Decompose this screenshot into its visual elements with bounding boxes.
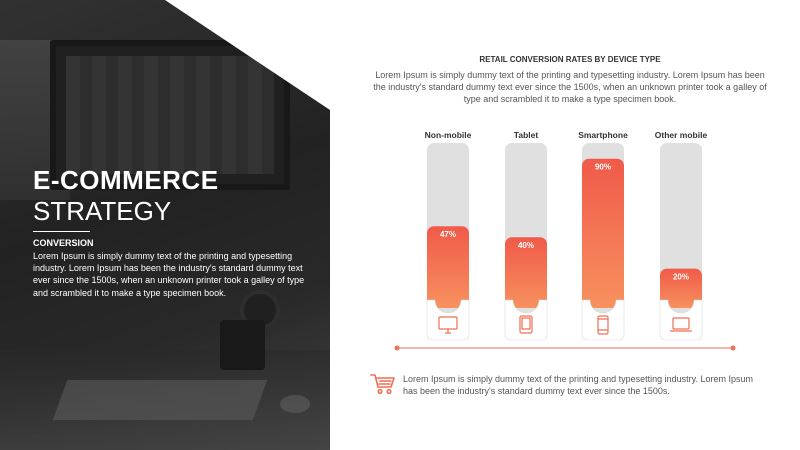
bar-base-other-mobile [659, 299, 703, 341]
category-label-smartphone: Smartphone [578, 130, 628, 140]
bar-tablet [505, 237, 547, 308]
bar-base-smartphone [581, 299, 625, 341]
category-label-non-mobile: Non-mobile [425, 130, 472, 140]
bar-base-non-mobile [426, 299, 470, 341]
hero-photo-panel [0, 0, 330, 450]
chart-description: Lorem Ipsum is simply dummy text of the … [373, 70, 767, 105]
baseline-dot-right [730, 345, 736, 351]
baseline-dot-left [394, 345, 400, 351]
photo-monitor [50, 40, 290, 190]
photo-mouse [280, 395, 310, 413]
slide-subtitle: STRATEGY [33, 196, 172, 226]
bar-other-mobile [660, 268, 702, 308]
slide-title: E-COMMERCE [33, 165, 219, 195]
photo-cup [220, 320, 265, 370]
chart-title: RETAIL CONVERSION RATES BY DEVICE TYPE [479, 55, 661, 64]
footer-text: Lorem Ipsum is simply dummy text of the … [403, 374, 753, 397]
bar-base-tablet [504, 299, 548, 341]
bar-non-mobile [427, 226, 469, 308]
category-label-other-mobile: Other mobile [655, 130, 708, 140]
category-label-tablet: Tablet [514, 130, 539, 140]
section-body: Lorem Ipsum is simply dummy text of the … [33, 251, 305, 298]
shopping-cart-icon [370, 374, 395, 395]
value-label-non-mobile: 47% [440, 230, 456, 239]
photo-overlay [0, 0, 330, 450]
laptop-icon [670, 317, 692, 332]
monitor-icon [438, 316, 458, 334]
value-label-other-mobile: 20% [673, 273, 689, 282]
section-label: CONVERSION [33, 238, 94, 248]
bar-smartphone [582, 158, 624, 308]
tablet-icon [519, 315, 533, 334]
title-divider [33, 231, 90, 232]
value-label-smartphone: 90% [595, 163, 611, 172]
value-label-tablet: 40% [518, 241, 534, 250]
smartphone-icon [597, 315, 609, 335]
